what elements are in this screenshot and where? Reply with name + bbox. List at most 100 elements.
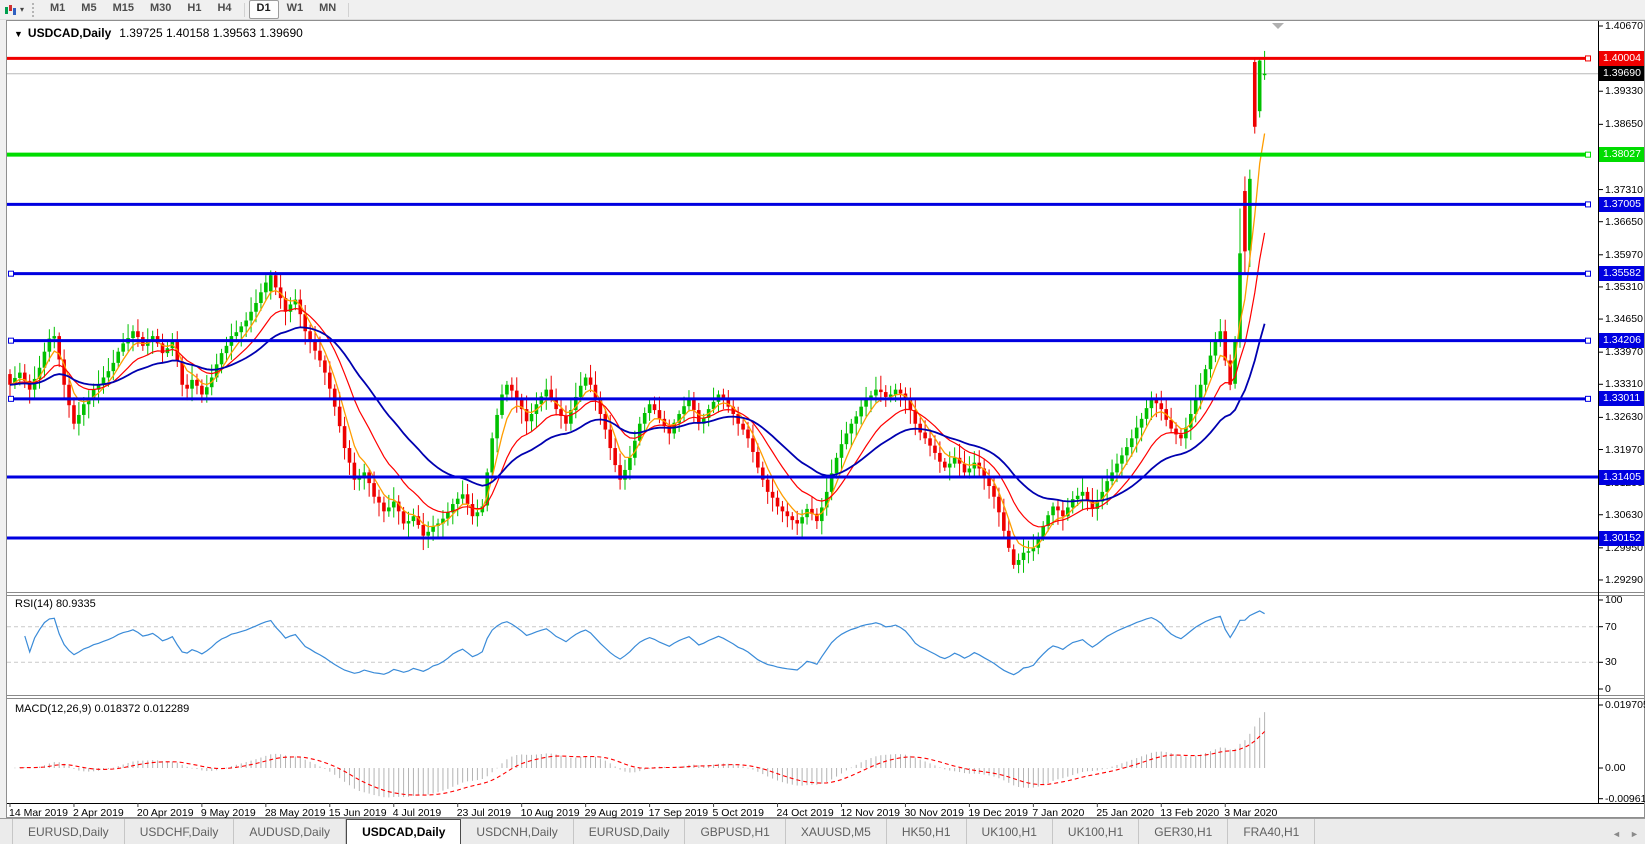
macd-tick-label: 0.00 xyxy=(1605,762,1626,774)
rsi-tick-label: 30 xyxy=(1605,656,1617,669)
timeframe-button-m30[interactable]: M30 xyxy=(149,2,172,14)
price-level-badge: 1.31405 xyxy=(1599,469,1644,485)
date-label: 12 Nov 2019 xyxy=(840,807,901,819)
macd-tick-label: 0.019705 xyxy=(1605,699,1645,711)
price-tick-label: 1.30630 xyxy=(1605,508,1643,521)
price-level-badge: 1.34206 xyxy=(1599,333,1644,349)
macd-tick-label: -0.009614 xyxy=(1605,792,1645,805)
chart-tab-usdcnh-daily[interactable]: USDCNH,Daily xyxy=(461,819,574,844)
date-label: 29 Aug 2019 xyxy=(584,807,644,819)
date-label: 20 Apr 2019 xyxy=(136,807,194,819)
chart-tab-fra40-h1[interactable]: FRA40,H1 xyxy=(1228,819,1316,844)
timeframe-button-w1[interactable]: W1 xyxy=(286,2,304,14)
date-label: 13 Feb 2020 xyxy=(1160,807,1220,819)
chart-shift-marker-icon[interactable] xyxy=(1272,23,1284,29)
toolbar-grip[interactable] xyxy=(32,2,35,17)
date-label: 30 Nov 2019 xyxy=(904,807,964,819)
chart-tab-xauusd-m5[interactable]: XAUUSD,M5 xyxy=(786,819,887,844)
price-level-badge: 1.33011 xyxy=(1599,391,1644,407)
chart-tab-gbpusd-h1[interactable]: GBPUSD,H1 xyxy=(685,819,786,844)
chart-tab-bar: EURUSD,Daily USDCHF,Daily AUDUSD,Daily USDC… xyxy=(0,818,1645,844)
macd-signal-line xyxy=(19,731,1265,796)
date-label: 19 Dec 2019 xyxy=(968,807,1028,819)
date-label: 25 Jan 2020 xyxy=(1096,807,1155,819)
level-handle-right xyxy=(1585,337,1591,344)
level-handle-right xyxy=(1585,55,1591,62)
date-label: 3 Mar 2020 xyxy=(1224,807,1278,819)
date-label: 28 May 2019 xyxy=(264,807,326,819)
ma-fast-line xyxy=(9,133,1266,549)
chart-canvas[interactable] xyxy=(7,21,1644,817)
chart-tab-usdchf-daily[interactable]: USDCHF,Daily xyxy=(125,819,235,844)
date-label: 10 Aug 2019 xyxy=(520,807,580,819)
chart-tab-eurusd-daily[interactable]: EURUSD,Daily xyxy=(12,819,125,844)
price-level-badge: 1.40004 xyxy=(1599,50,1644,66)
timeframe-button-mn[interactable]: MN xyxy=(319,2,337,14)
date-label: 2 Apr 2019 xyxy=(72,807,124,819)
timeframe-button-d1[interactable]: D1 xyxy=(248,0,279,19)
chart-title: ▼ USDCAD,Daily 1.39725 1.40158 1.39563 1.3… xyxy=(14,26,303,40)
level-handle-right xyxy=(1585,151,1591,158)
date-label: 15 Jun 2019 xyxy=(328,807,387,819)
chart-tab-audusd-daily[interactable]: AUDUSD,Daily xyxy=(234,819,347,844)
level-handle-right xyxy=(1585,270,1591,277)
price-tick-label: 1.37310 xyxy=(1605,183,1643,196)
price-tick-label: 1.40670 xyxy=(1605,20,1643,32)
date-label: 17 Sep 2019 xyxy=(648,807,709,819)
date-label: 9 May 2019 xyxy=(200,807,256,819)
price-tick-label: 1.33970 xyxy=(1605,346,1643,359)
level-handle-left xyxy=(8,270,14,277)
chart-tab-hk50-h1[interactable]: HK50,H1 xyxy=(887,819,967,844)
current-price-badge: 1.39690 xyxy=(1599,66,1644,82)
chart-periods-icon[interactable] xyxy=(3,3,19,17)
chart-tab-usdcad-daily[interactable]: USDCAD,Daily xyxy=(346,819,462,844)
date-label: 5 Oct 2019 xyxy=(712,807,764,819)
macd-pane-label: MACD(12,26,9) 0.018372 0.012289 xyxy=(15,703,190,715)
price-level-badge: 1.35582 xyxy=(1599,266,1644,282)
rsi-pane-label: RSI(14) 80.9335 xyxy=(15,598,96,610)
symbol-label[interactable]: USDCAD,Daily xyxy=(27,26,112,40)
price-tick-label: 1.35310 xyxy=(1605,280,1643,293)
rsi-tick-label: 100 xyxy=(1605,594,1623,606)
price-tick-label: 1.32630 xyxy=(1605,411,1643,424)
price-tick-label: 1.31970 xyxy=(1605,443,1643,456)
rsi-tick-label: 0 xyxy=(1605,683,1611,695)
price-tick-label: 1.38650 xyxy=(1605,118,1643,131)
tab-scroll-left-icon[interactable]: ◄ xyxy=(1612,829,1621,839)
date-label: 24 Oct 2019 xyxy=(776,807,834,819)
tab-scroll-right-icon[interactable]: ► xyxy=(1630,829,1639,839)
date-label: 7 Jan 2020 xyxy=(1032,807,1085,819)
timeframe-toolbar: ▾ M1 M5 M15 M30 H1 H4 D1 W1 MN xyxy=(0,0,1645,20)
timeframe-button-h1[interactable]: H1 xyxy=(187,2,202,14)
timeframe-button-h4[interactable]: H4 xyxy=(217,2,232,14)
level-handle-left xyxy=(8,337,14,344)
rsi-line xyxy=(24,610,1265,676)
date-label: 4 Jul 2019 xyxy=(392,807,442,819)
rsi-tick-label: 70 xyxy=(1605,620,1617,633)
level-handle-right xyxy=(1585,395,1591,402)
price-tick-label: 1.36650 xyxy=(1605,215,1643,228)
price-tick-label: 1.29290 xyxy=(1605,573,1643,586)
price-tick-label: 1.35970 xyxy=(1605,248,1643,261)
ma-medium-line xyxy=(9,232,1266,528)
chart-tab-uk100-h1[interactable]: UK100,H1 xyxy=(1053,819,1140,844)
price-tick-label: 1.34650 xyxy=(1605,313,1643,326)
chart-tab-ger30-h1[interactable]: GER30,H1 xyxy=(1139,819,1229,844)
ohlc-values: 1.39725 1.40158 1.39563 1.39690 xyxy=(119,26,303,40)
chart-window: ▼ USDCAD,Daily 1.39725 1.40158 1.39563 1.3… xyxy=(6,20,1645,819)
timeframe-button-m15[interactable]: M15 xyxy=(112,2,134,14)
price-tick-label: 1.39330 xyxy=(1605,85,1643,98)
timeframe-button-m1[interactable]: M1 xyxy=(50,2,66,14)
collapse-title-icon[interactable]: ▼ xyxy=(14,29,23,39)
level-handle-left xyxy=(8,395,14,402)
toolbar-separator xyxy=(348,2,350,17)
timeframe-button-m5[interactable]: M5 xyxy=(81,2,97,14)
date-label: 23 Jul 2019 xyxy=(456,807,512,819)
chart-tab-eurusd-daily[interactable]: EURUSD,Daily xyxy=(574,819,686,844)
date-label: 14 Mar 2019 xyxy=(9,807,68,819)
chart-tab-uk100-h1[interactable]: UK100,H1 xyxy=(967,819,1053,844)
periods-dropdown-icon[interactable]: ▾ xyxy=(20,5,25,14)
price-level-badge: 1.30152 xyxy=(1599,530,1644,546)
price-tick-label: 1.33310 xyxy=(1605,378,1643,391)
